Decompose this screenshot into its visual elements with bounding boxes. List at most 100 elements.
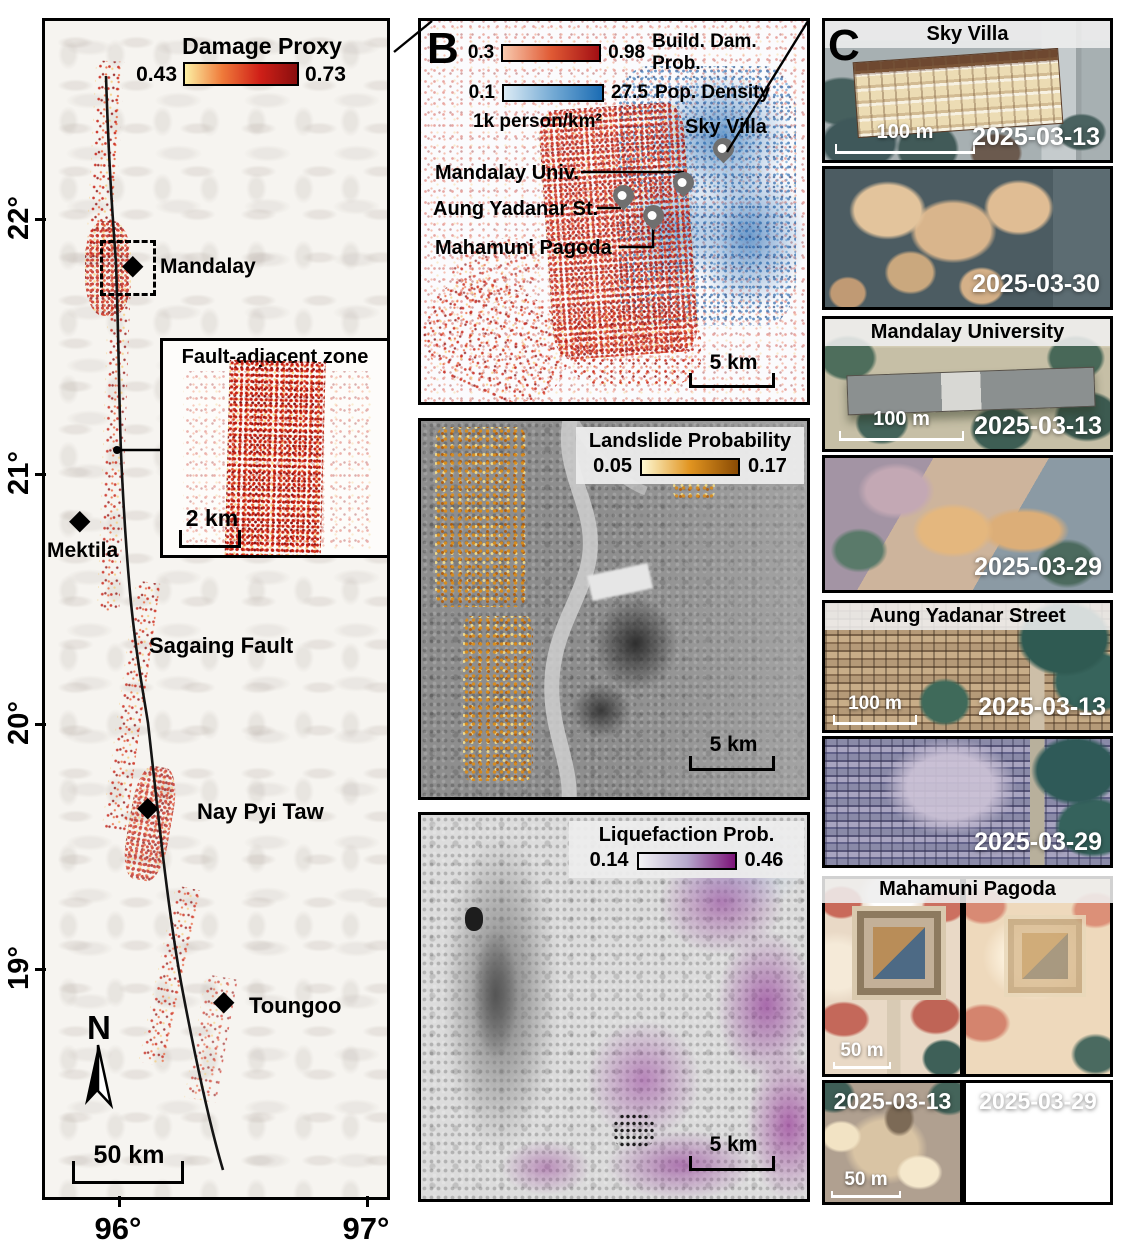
mahamuni-after-top-image — [963, 876, 1113, 1077]
lon-tick-96 — [118, 1196, 121, 1207]
b1-map-area: B 0.3 0.98 Build. Dam. Prob. 0.1 27.5 Po… — [421, 21, 807, 402]
mahamuni-date-after: 2025-03-29 — [979, 1088, 1097, 1114]
damage-proxy-colorbar — [183, 62, 299, 86]
mahamuni-date-before: 2025-03-13 — [833, 1088, 952, 1114]
b3-liquefaction-blob-3 — [746, 1050, 807, 1199]
b3-liquefaction-blob-6 — [501, 1140, 591, 1195]
mandalay-city-label: Mandalay — [160, 255, 256, 278]
bdp-colorbar — [501, 44, 602, 62]
panel-b-city-damage-map: B 0.3 0.98 Build. Dam. Prob. 0.1 27.5 Po… — [418, 18, 810, 405]
mahamuni-title: Mahamuni Pagoda — [822, 876, 1113, 903]
mahamuni-after-bottom-image: 2025-03-29 — [963, 1080, 1113, 1205]
damage-proxy-legend-max: 0.73 — [305, 63, 346, 86]
a-scale-bracket — [72, 1161, 184, 1184]
pop-colorbar — [502, 84, 604, 102]
toungoo-city-marker-icon — [213, 987, 235, 1015]
b3-scale-bracket — [689, 1156, 775, 1171]
building-damage-legend-row: 0.3 0.98 Build. Dam. Prob. — [461, 31, 807, 75]
sky-villa-date-before: 2025-03-13 — [972, 123, 1100, 151]
pop-density-unit-row: 1k person/km² — [461, 111, 807, 133]
liquefaction-min: 0.14 — [589, 849, 629, 871]
aung-yadanar-pin-label: Aung Yadanar St. — [433, 198, 599, 220]
b3-black-spot — [465, 907, 483, 931]
mahamuni-pagoda-structure — [857, 911, 941, 995]
pop-label: Pop. Density — [654, 82, 771, 103]
lat-label-20: 20° — [3, 701, 35, 745]
aung-yadanar-before-image: Aung Yadanar Street 100 m 2025-03-13 — [822, 600, 1113, 733]
mandalay-zoom-extent-box — [100, 240, 156, 296]
panel-b-landslide-map: Landslide Probability 0.05 0.17 5 km — [418, 418, 810, 800]
ay-scale-bracket — [833, 715, 917, 725]
sky-villa-scale-label: 100 m — [876, 121, 934, 143]
sky-villa-scale: 100 m — [835, 121, 975, 154]
panel-a-regional-damage-map: Damage Proxy 0.43 0.73 Mandalay Fault-ad… — [3, 18, 390, 1246]
damage-proxy-legend-min: 0.43 — [136, 63, 177, 86]
b1-scale-bracket — [689, 373, 775, 388]
naypyitaw-city-marker-icon — [137, 793, 159, 821]
b2-map-area: Landslide Probability 0.05 0.17 5 km — [421, 421, 807, 797]
mahamuni-scale-top: 50 m — [833, 1040, 891, 1069]
mektila-city-marker-icon — [69, 506, 91, 534]
mu-date-before: 2025-03-13 — [974, 412, 1102, 440]
mahamuni-before-bottom-image: 2025-03-13 50 m — [822, 1080, 963, 1205]
panel-b-liquefaction-map: Liquefaction Prob. 0.14 0.46 5 km — [418, 812, 810, 1202]
landslide-legend-row: 0.05 0.17 — [584, 455, 796, 478]
landslide-colorbar — [640, 457, 740, 476]
inset-scale-label: 2 km — [185, 505, 239, 531]
fault-adjacent-zone-inset: Fault-adjacent zone 2 km — [160, 338, 387, 558]
ay-scale-label: 100 m — [848, 693, 902, 714]
north-arrow-icon — [85, 1044, 114, 1110]
mu-scale-label: 100 m — [873, 408, 930, 430]
mahamuni-scale-bottom-label: 50 m — [844, 1169, 888, 1190]
lat-tick-22 — [35, 218, 46, 221]
sagaing-fault-label: Sagaing Fault — [149, 633, 294, 658]
b2-landslide-band-north — [435, 427, 527, 607]
mandalay-univ-pin-label: Mandalay Univ. — [435, 162, 580, 184]
lat-label-19: 19° — [3, 946, 35, 990]
b3-scale-label: 5 km — [709, 1133, 758, 1156]
damage-proxy-legend-title: Damage Proxy — [182, 33, 342, 59]
landslide-min: 0.05 — [593, 455, 632, 477]
mektila-city-label: Mektila — [47, 539, 119, 562]
toungoo-city-label: Toungoo — [249, 993, 342, 1018]
mahamuni-pagoda-structure-damaged — [1008, 919, 1082, 993]
mahamuni-scale-top-label: 50 m — [840, 1040, 884, 1061]
b1-legend: 0.3 0.98 Build. Dam. Prob. 0.1 27.5 Pop.… — [461, 31, 807, 133]
b2-scale-bracket — [689, 756, 775, 771]
landslide-legend-title: Landslide Probability — [588, 430, 792, 452]
b2-dark-patch-1 — [593, 596, 678, 691]
liquefaction-legend-title: Liquefaction Prob. — [598, 824, 775, 846]
lon-label-96: 96° — [94, 1211, 142, 1246]
liquefaction-legend-row: 0.14 0.46 — [577, 849, 796, 872]
b1-damage-south-cluster — [571, 311, 701, 386]
panel-b-label: B — [427, 24, 459, 73]
b3-dark-core — [473, 930, 518, 1060]
inset-damage-scatter — [183, 371, 373, 551]
b3-map-area: Liquefaction Prob. 0.14 0.46 5 km — [421, 815, 807, 1199]
mu-date-after: 2025-03-29 — [974, 553, 1102, 581]
ay-date-after: 2025-03-29 — [974, 828, 1102, 856]
bdp-min: 0.3 — [467, 42, 495, 63]
mahamuni-before-top-image: 50 m — [822, 876, 963, 1077]
a-scale-label: 50 km — [93, 1141, 165, 1169]
mandalay-university-after-image: 2025-03-29 — [822, 455, 1113, 593]
b2-landslide-band-south — [463, 616, 533, 781]
lat-tick-20 — [35, 723, 46, 726]
sky-villa-after-image: 2025-03-30 — [822, 166, 1113, 310]
liquefaction-max: 0.46 — [744, 849, 784, 871]
mu-scale-bracket — [839, 431, 964, 441]
lat-tick-19 — [35, 968, 46, 971]
pop-min: 0.1 — [468, 82, 495, 103]
mahamuni-scale-bottom-bracket — [831, 1191, 901, 1198]
landslide-legend: Landslide Probability 0.05 0.17 — [576, 427, 804, 484]
sky-villa-date-after: 2025-03-30 — [972, 270, 1100, 298]
b1-scale-label: 5 km — [709, 351, 758, 374]
lon-label-97: 97° — [342, 1211, 390, 1246]
pop-max: 27.5 — [611, 82, 648, 103]
sky-villa-before-image: Sky Villa 100 m 2025-03-13 — [822, 18, 1113, 163]
b2-dark-patch-2 — [571, 683, 631, 738]
north-label: N — [87, 1009, 111, 1046]
mahamuni-scale-bottom: 50 m — [831, 1169, 901, 1198]
landslide-max: 0.17 — [748, 455, 787, 477]
